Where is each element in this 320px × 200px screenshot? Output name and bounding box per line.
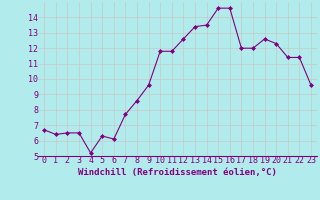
X-axis label: Windchill (Refroidissement éolien,°C): Windchill (Refroidissement éolien,°C) bbox=[78, 168, 277, 177]
